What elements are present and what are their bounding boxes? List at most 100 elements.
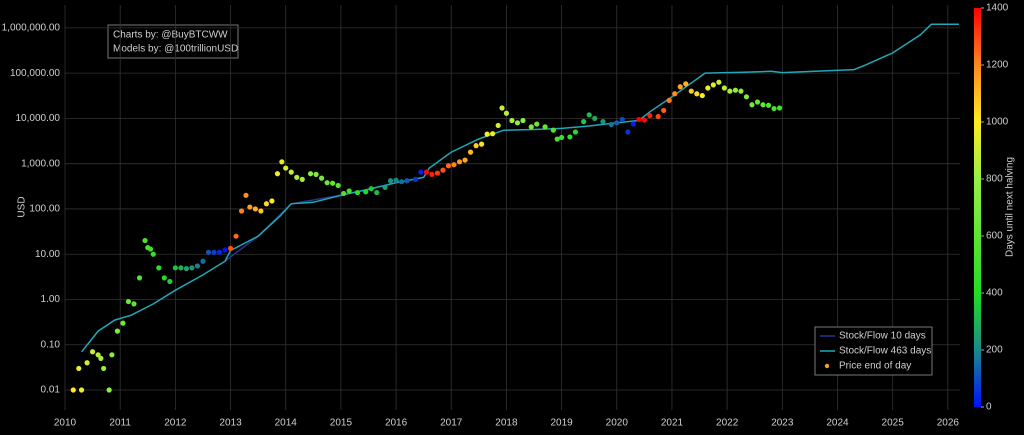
colorbar-tick-label: 800 (986, 174, 1003, 185)
price-point (440, 167, 446, 173)
annotation-box (107, 24, 239, 59)
price-point (274, 171, 281, 177)
legend-label: Stock/Flow 10 days (839, 331, 926, 342)
price-point (263, 201, 270, 207)
price-point (89, 349, 96, 355)
price-point (554, 136, 560, 142)
price-point (363, 189, 369, 195)
price-point (749, 102, 755, 108)
price-point (776, 105, 783, 111)
price-point (294, 174, 300, 180)
x-tick-label: 2021 (661, 418, 684, 429)
price-point (503, 110, 510, 116)
price-point (641, 117, 647, 123)
colorbar-tick-label: 200 (986, 345, 1003, 356)
x-tick-label: 2017 (440, 418, 463, 429)
colorbar-tick-label: 1200 (986, 60, 1009, 71)
price-point (313, 171, 319, 177)
price-point (341, 190, 347, 197)
colorbar-tick-label: 0 (986, 402, 992, 413)
price-point (451, 162, 457, 168)
price-point (608, 121, 614, 128)
price-point (586, 112, 592, 118)
price-point (630, 121, 636, 127)
price-point (76, 365, 82, 372)
price-point (178, 265, 184, 271)
price-point (683, 81, 689, 87)
price-point (374, 189, 380, 196)
price-point (189, 265, 195, 271)
price-point (619, 116, 625, 123)
price-point (581, 119, 587, 125)
price-point (418, 169, 424, 175)
x-tick-label: 2022 (716, 418, 739, 429)
price-point (592, 115, 598, 122)
x-tick-label: 2020 (606, 418, 629, 429)
y-tick-label: 1.00 (41, 294, 61, 305)
colorbar-tick-label: 600 (986, 231, 1003, 242)
price-point (398, 179, 405, 185)
price-point (279, 159, 285, 165)
price-point (109, 352, 115, 358)
price-point (183, 266, 189, 272)
price-point (131, 301, 137, 307)
price-point (243, 192, 249, 198)
price-point (710, 82, 716, 88)
price-point (324, 180, 330, 186)
price-point (200, 258, 206, 264)
x-tick-label: 2026 (937, 418, 960, 429)
price-point (404, 178, 410, 184)
price-point (509, 117, 515, 124)
price-point (78, 387, 85, 393)
price-point (666, 97, 672, 103)
price-point (216, 249, 223, 255)
price-point (307, 171, 314, 177)
price-point (434, 170, 441, 176)
price-point (147, 246, 154, 252)
price-point (238, 208, 245, 214)
x-tick-label: 2014 (275, 418, 298, 429)
price-point (528, 124, 534, 130)
price-point (106, 387, 112, 393)
price-point (120, 320, 126, 326)
colorbar-tick-label: 1000 (986, 117, 1009, 128)
y-tick-label: 1,000.00 (21, 158, 60, 169)
price-point (283, 165, 289, 171)
price-point (335, 182, 341, 189)
price-point (705, 85, 711, 91)
y-tick-label: 0.10 (41, 339, 61, 350)
price-point (205, 249, 212, 255)
price-point (222, 247, 228, 253)
price-point (738, 88, 744, 94)
x-tick-label: 2011 (109, 418, 131, 429)
price-point (299, 176, 305, 182)
price-point (462, 157, 468, 163)
price-point (499, 105, 505, 111)
price-point (688, 88, 694, 94)
price-point (142, 237, 148, 244)
price-point (677, 84, 683, 90)
price-point (84, 360, 90, 366)
price-point (161, 275, 167, 281)
price-point (114, 328, 121, 334)
price-point (732, 87, 739, 93)
price-point (490, 131, 496, 137)
series-line (81, 23, 959, 353)
price-point (699, 92, 705, 99)
price-point (514, 120, 521, 126)
price-point (429, 171, 435, 177)
y-tick-label: 10,000.00 (16, 113, 61, 124)
price-point (743, 94, 750, 100)
y-tick-label: 0.01 (41, 385, 61, 396)
y-tick-label: 100.00 (29, 204, 60, 215)
price-point (550, 127, 556, 133)
price-point (534, 121, 540, 127)
price-point (354, 189, 361, 196)
price-point (655, 113, 661, 120)
colorbar (974, 8, 981, 407)
price-point (721, 85, 727, 91)
x-tick-label: 2010 (54, 418, 77, 429)
price-point (727, 88, 733, 94)
x-tick-label: 2016 (385, 418, 408, 429)
